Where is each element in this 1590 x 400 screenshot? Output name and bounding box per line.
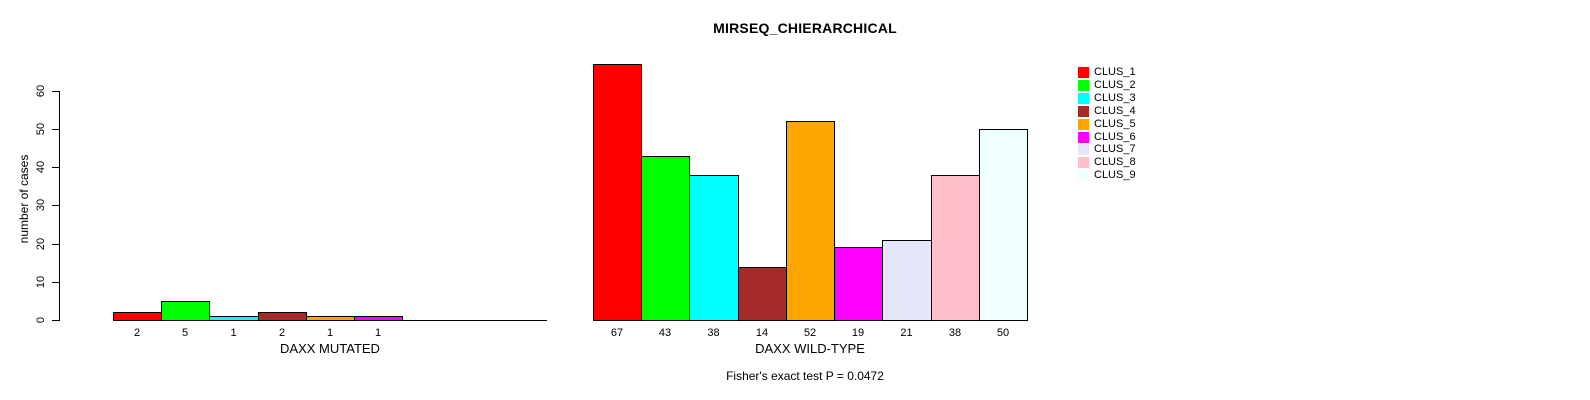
bar-value-label: 2: [278, 327, 286, 339]
legend-swatch: [1078, 93, 1089, 104]
legend-label: CLUS_9: [1094, 169, 1136, 181]
bar-value-label: 52: [803, 327, 817, 339]
legend-label: CLUS_7: [1094, 143, 1136, 155]
legend-swatch: [1078, 106, 1089, 117]
y-tick-label: 60: [35, 84, 47, 98]
y-tick-mark: [52, 282, 59, 283]
bar-clus_9: [979, 129, 1028, 321]
bar-clus_3: [689, 175, 739, 321]
legend-swatch: [1078, 67, 1089, 78]
bar-clus_1: [593, 64, 642, 321]
bar-clus_1: [113, 312, 162, 321]
legend-label: CLUS_4: [1094, 105, 1136, 117]
y-tick-mark: [52, 244, 59, 245]
bar-value-label: 67: [610, 327, 624, 339]
y-axis-title: number of cases: [17, 154, 31, 244]
bar-clus_8: [931, 175, 980, 321]
group-x-label: DAXX WILD-TYPE: [755, 341, 865, 356]
bar-clus_2: [641, 156, 690, 321]
bar-clus_5: [306, 316, 355, 321]
y-tick-mark: [52, 91, 59, 92]
legend-swatch: [1078, 157, 1089, 168]
legend-swatch: [1078, 132, 1089, 143]
legend-label: CLUS_6: [1094, 131, 1136, 143]
fisher-test-note: Fisher's exact test P = 0.0472: [726, 369, 884, 383]
group-x-label: DAXX MUTATED: [280, 341, 380, 356]
bar-value-label: 38: [948, 327, 962, 339]
legend-swatch: [1078, 80, 1089, 91]
y-axis-line: [59, 91, 60, 321]
bar-value-label: 19: [851, 327, 865, 339]
bar-value-label: 1: [374, 327, 382, 339]
y-tick-label: 0: [35, 316, 47, 324]
legend-swatch: [1078, 144, 1089, 155]
bar-value-label: 1: [230, 327, 237, 339]
y-tick-label: 20: [35, 237, 47, 251]
bar-value-label: 21: [900, 327, 913, 339]
bar-value-label: 5: [181, 327, 189, 339]
chart-title: MIRSEQ_CHIERARCHICAL: [713, 20, 897, 36]
y-tick-mark: [52, 129, 59, 130]
bar-value-label: 43: [658, 327, 672, 339]
bar-value-label: 38: [707, 327, 720, 339]
y-tick-label: 50: [35, 122, 47, 136]
bar-clus_6: [834, 247, 883, 321]
legend-label: CLUS_2: [1094, 79, 1136, 91]
bar-value-label: 2: [133, 327, 141, 339]
legend-label: CLUS_1: [1094, 66, 1136, 78]
bar-clus_3: [209, 316, 259, 321]
legend-label: CLUS_8: [1094, 156, 1136, 168]
bar-value-label: 1: [326, 327, 334, 339]
y-tick-mark: [52, 167, 59, 168]
bar-value-label: 14: [755, 327, 769, 339]
legend-label: CLUS_5: [1094, 118, 1136, 130]
bar-clus_7: [882, 240, 932, 321]
y-tick-label: 10: [35, 275, 47, 289]
y-tick-mark: [52, 205, 59, 206]
bar-clus_5: [786, 121, 835, 321]
legend-swatch: [1078, 170, 1089, 181]
bar-clus_2: [161, 301, 210, 321]
y-tick-mark: [52, 320, 59, 321]
bar-clus_6: [354, 316, 403, 321]
legend-label: CLUS_3: [1094, 92, 1136, 104]
y-tick-label: 30: [35, 198, 47, 212]
bar-value-label: 50: [996, 327, 1010, 339]
bar-clus_4: [258, 312, 307, 321]
legend-swatch: [1078, 119, 1089, 130]
bar-clus_4: [738, 267, 787, 321]
y-tick-label: 40: [35, 160, 47, 174]
